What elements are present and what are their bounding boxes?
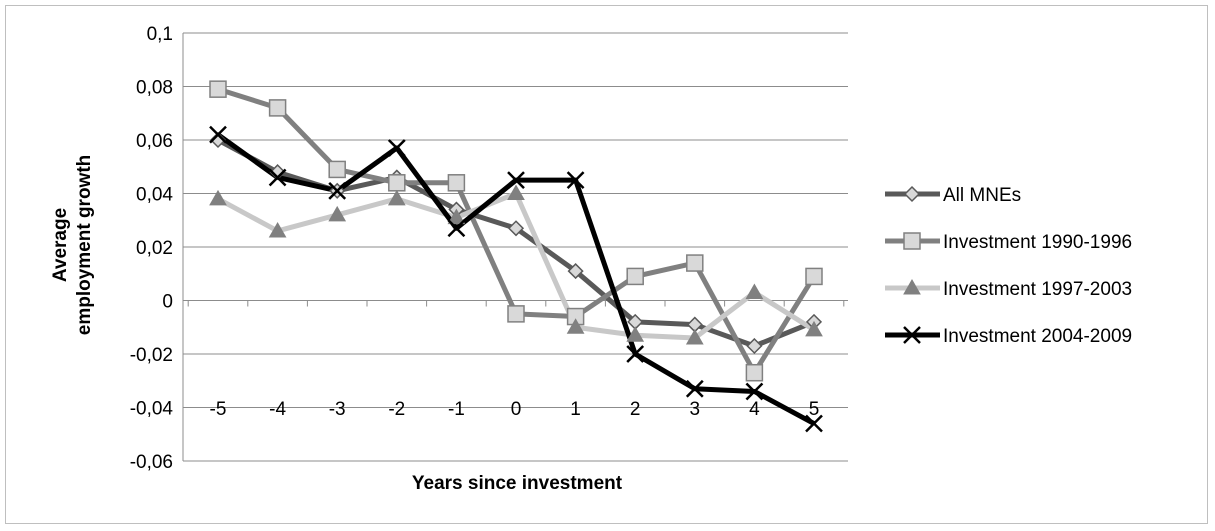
y-tick-label: 0,06: [136, 131, 173, 152]
legend-label: Investment 2004-2009: [943, 326, 1132, 347]
legend-label: All MNEs: [943, 185, 1021, 206]
legend-marker: [903, 232, 921, 250]
data-point: [209, 80, 227, 98]
y-tick-label: -0,02: [130, 345, 173, 366]
data-point: [328, 205, 347, 222]
x-tick-label: -3: [329, 399, 346, 420]
y-tick-label: -0,04: [130, 399, 174, 420]
data-point: [805, 320, 823, 337]
data-point: [746, 337, 763, 355]
data-point: [447, 219, 466, 238]
data-point: [626, 326, 645, 342]
y-tick-label: 0: [162, 292, 173, 313]
data-point: [447, 208, 466, 225]
x-tick-label: 5: [809, 399, 820, 420]
y-axis-title-line-1: Average: [50, 208, 71, 282]
x-tick-label: 4: [749, 399, 760, 420]
x-tick-label: 3: [690, 399, 701, 420]
series-markers: [209, 80, 823, 433]
legend-marker: [903, 278, 921, 295]
legend-label: Investment 1990-1996: [943, 232, 1132, 253]
data-point: [507, 184, 525, 200]
data-point: [626, 267, 644, 286]
data-point: [507, 305, 525, 323]
gridlines: [182, 32, 848, 462]
y-axis-tick-labels: 0,1 0,08 0,06 0,04 0,02 0 -0,02 -0,04 -0,06: [130, 24, 174, 473]
x-tick-label: -2: [388, 399, 405, 420]
x-tick-label: 0: [511, 399, 522, 420]
data-point: [686, 254, 704, 272]
x-tick-label: 1: [570, 399, 581, 420]
legend-marker: [903, 326, 921, 344]
data-point: [566, 318, 585, 334]
data-point: [745, 382, 764, 401]
data-point: [387, 139, 406, 157]
x-tick-label: -5: [210, 399, 227, 420]
data-point: [805, 267, 823, 286]
data-point: [745, 363, 764, 382]
data-point: [388, 174, 406, 192]
data-point: [745, 283, 764, 299]
y-tick-label: 0,04: [136, 185, 173, 206]
data-point: [209, 189, 227, 206]
legend-marker: [903, 185, 921, 203]
series-lines: [216, 86, 817, 426]
data-point: [209, 125, 227, 144]
legend: All MNEs Investment 1990-1996 Investment 1…: [885, 185, 1132, 347]
y-axis-title-line-2: employment growth: [74, 155, 95, 336]
data-point: [685, 328, 704, 345]
data-point: [328, 160, 346, 179]
legend-label: Investment 1997-2003: [943, 279, 1132, 300]
data-point: [507, 220, 525, 237]
series-line-3: [216, 132, 816, 426]
x-tick-label: -4: [269, 399, 286, 420]
data-point: [626, 345, 645, 363]
x-tick-label: -1: [448, 399, 465, 420]
data-point: [328, 181, 347, 200]
data-point: [805, 414, 823, 433]
data-point: [685, 379, 704, 398]
data-point: [567, 263, 584, 280]
data-point: [387, 189, 406, 206]
data-point: [447, 174, 466, 192]
y-tick-label: 0,08: [136, 78, 173, 99]
x-axis-tick-labels: -5 -4 -3 -2 -1 0 1 2 3 4 5: [210, 399, 820, 420]
data-point: [268, 99, 287, 117]
data-point: [566, 171, 585, 190]
y-tick-label: 0,02: [136, 238, 173, 259]
x-tick-label: 2: [630, 399, 641, 420]
data-point: [268, 168, 287, 187]
y-tick-label: 0,1: [147, 24, 173, 45]
data-point: [268, 221, 287, 238]
x-axis-title: Years since investment: [412, 473, 623, 494]
data-point: [507, 171, 525, 190]
y-tick-label: -0,06: [130, 452, 173, 473]
